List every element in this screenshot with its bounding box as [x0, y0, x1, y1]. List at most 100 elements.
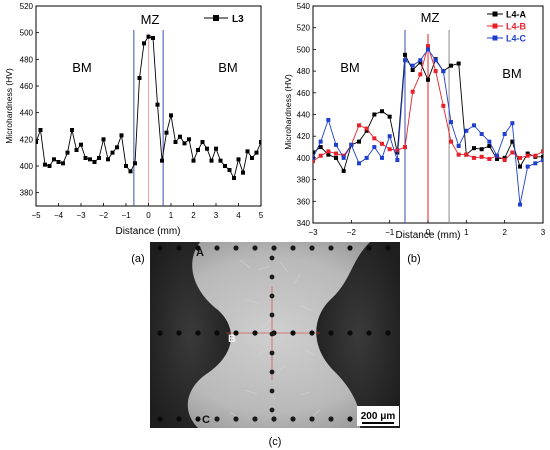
indentation-mark	[347, 330, 353, 336]
data-point-l4-c	[510, 121, 515, 126]
data-point-l3	[115, 145, 119, 150]
data-point-l3	[218, 158, 223, 163]
chart-panel-a: −5 −4 −3 −2 −1 0 1 2 3 4 5 380 400 420 440 460 480 500 520…	[4, 2, 264, 265]
y-tick-label: 380	[297, 176, 311, 185]
data-point-l4-a	[326, 152, 331, 157]
data-point-l4-a	[357, 139, 361, 144]
indentation-mark	[271, 245, 277, 251]
point-label-b: B	[228, 333, 236, 345]
data-point-l4-a	[387, 114, 392, 119]
panel-label-b: (b)	[407, 253, 420, 265]
x-tick-label: 1	[169, 211, 174, 220]
y-tick-label: 500	[20, 29, 34, 38]
data-point-l4-c	[533, 161, 538, 166]
y-tick-label: 340	[297, 219, 311, 228]
data-point-l4-a	[541, 154, 543, 159]
x-tick-label: 2	[502, 228, 507, 237]
data-point-l3	[245, 149, 250, 154]
data-point-l4-c	[502, 132, 507, 137]
data-point-l3	[83, 156, 88, 160]
indentation-mark	[233, 330, 239, 336]
data-point-l4-b	[341, 153, 346, 158]
data-point-l4-a	[449, 63, 453, 68]
data-point-l3	[47, 164, 52, 168]
data-point-l4-c	[364, 155, 369, 160]
data-point-l3	[164, 130, 169, 135]
data-point-l4-b	[418, 72, 423, 77]
data-point-l3	[88, 157, 92, 162]
scale-bar-label: 200 μm	[361, 411, 396, 422]
legend-a: L3	[204, 14, 244, 25]
indentation-mark	[347, 245, 353, 251]
data-point-l4-b	[449, 139, 453, 144]
x-tick-label: −2	[99, 211, 109, 220]
x-tick-label: 3	[541, 228, 546, 237]
indentation-mark	[269, 331, 275, 337]
data-point-l3	[106, 157, 110, 162]
data-point-l4-a	[403, 52, 407, 57]
data-point-l3	[227, 168, 232, 172]
data-point-l3	[97, 156, 101, 160]
data-point-l3	[160, 158, 164, 163]
data-point-l4-c	[403, 58, 407, 63]
data-point-l3	[155, 102, 160, 107]
data-point-l3	[133, 161, 137, 166]
data-point-l4-a	[313, 150, 315, 155]
indentation-mark	[290, 330, 296, 336]
data-point-l4-b	[441, 103, 446, 108]
point-label-c: C	[202, 414, 210, 426]
data-point-l4-a	[456, 61, 461, 66]
data-point-l4-a	[502, 155, 507, 160]
y-tick-label: 380	[20, 189, 34, 198]
data-point-l3	[128, 169, 133, 174]
data-point-l4-b	[403, 145, 407, 150]
y-tick-label: 460	[20, 82, 34, 91]
indentation-mark	[195, 245, 201, 251]
data-point-l3	[173, 140, 178, 144]
data-point-l4-b	[525, 153, 530, 158]
indentation-mark	[309, 245, 315, 251]
data-point-l4-c	[449, 120, 453, 125]
data-point-l3	[56, 160, 61, 164]
data-point-l3	[146, 34, 151, 39]
region-label-bm-left-a: BM	[72, 60, 92, 75]
indentation-mark	[233, 245, 239, 251]
y-axis-label-a: Microhardness (HV)	[4, 68, 14, 144]
x-tick-label: −4	[54, 211, 64, 220]
data-point-l4-b	[387, 147, 392, 152]
data-point-l4-a	[525, 151, 530, 156]
indentation-mark	[290, 245, 296, 251]
data-point-l3	[110, 150, 115, 155]
data-point-l4-c	[418, 58, 423, 63]
data-point-l4-a	[395, 150, 400, 155]
indentation-mark	[269, 255, 275, 261]
indentation-mark	[157, 416, 163, 422]
data-point-l3	[151, 36, 155, 40]
data-point-l4-a	[410, 68, 415, 73]
legend-marker-l4-b	[492, 23, 498, 29]
data-point-l4-b	[334, 151, 338, 156]
y-tick-label: 420	[297, 132, 311, 141]
legend-label-l3: L3	[232, 14, 244, 25]
data-point-l4-c	[464, 128, 469, 133]
data-point-l4-b	[479, 154, 484, 159]
indentation-mark	[252, 245, 258, 251]
indentation-mark	[309, 330, 315, 336]
indentation-mark	[195, 330, 201, 336]
data-point-l4-b	[372, 136, 377, 141]
data-point-l4-a	[380, 109, 384, 114]
y-tick-label: 400	[20, 162, 34, 171]
x-axis-label-b: Distance (mm)	[395, 230, 460, 241]
indentation-mark	[328, 245, 334, 251]
data-point-l3	[236, 157, 241, 162]
data-point-l3	[36, 140, 38, 144]
data-point-l4-c	[441, 69, 446, 74]
legend-label-l4-c: L4-C	[506, 34, 527, 44]
y-tick-label: 400	[297, 154, 311, 163]
indentation-mark	[176, 330, 182, 336]
y-tick-label: 500	[297, 45, 311, 54]
data-point-l3	[70, 128, 74, 132]
region-label-bm-left-b: BM	[340, 60, 360, 75]
data-point-l3	[61, 161, 65, 166]
